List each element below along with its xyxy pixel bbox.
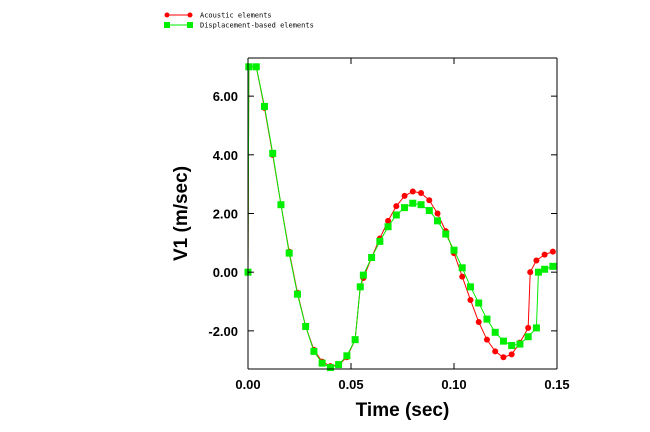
series-line xyxy=(247,66,554,369)
data-point xyxy=(483,336,490,343)
data-point xyxy=(426,197,433,204)
data-point xyxy=(393,203,400,210)
data-point xyxy=(533,257,540,264)
data-point xyxy=(549,248,556,255)
x-tick-label: 0.15 xyxy=(544,377,569,392)
legend-marker xyxy=(164,12,170,18)
data-point xyxy=(384,223,392,231)
legend-marker xyxy=(164,22,170,28)
legend-label: Displacement-based elements xyxy=(200,22,314,30)
y-axis-title: V1 (m/sec) xyxy=(171,166,192,261)
data-point xyxy=(483,315,491,323)
data-point xyxy=(409,199,417,207)
y-tick-label: 4.00 xyxy=(213,148,238,163)
y-tick-label: 2.00 xyxy=(213,207,238,222)
data-point xyxy=(516,340,524,348)
axes-layer: 0.00 0.05 0.10 0.15 -2.00 0.00 2.00 4.00 6.00 xyxy=(208,58,570,392)
data-point xyxy=(359,271,367,279)
data-point xyxy=(245,63,253,71)
data-point xyxy=(541,251,548,258)
data-point xyxy=(392,211,400,219)
data-point xyxy=(500,354,507,361)
data-point xyxy=(425,207,433,215)
series-layer xyxy=(244,63,557,372)
data-point xyxy=(356,283,364,291)
x-tick-label: 0.05 xyxy=(338,377,363,392)
legend-item: Displacement-based elements xyxy=(164,22,314,30)
data-point xyxy=(467,297,474,304)
data-point xyxy=(442,230,450,238)
data-point xyxy=(260,102,268,110)
data-point xyxy=(532,324,540,332)
data-point xyxy=(318,359,326,367)
data-point xyxy=(326,364,334,372)
data-point xyxy=(302,322,310,330)
data-point xyxy=(310,347,318,355)
data-point xyxy=(434,210,441,217)
data-point xyxy=(459,273,466,280)
data-point xyxy=(434,217,442,225)
data-point xyxy=(492,348,499,355)
data-point xyxy=(417,201,425,209)
x-axis-title: Time (sec) xyxy=(356,400,450,421)
data-point xyxy=(508,342,516,350)
series-line xyxy=(247,66,554,367)
data-point xyxy=(368,254,376,262)
data-point xyxy=(475,319,482,326)
data-point xyxy=(401,192,408,199)
series-2 xyxy=(244,63,557,372)
x-tick-label: 0.00 xyxy=(235,377,260,392)
series-1 xyxy=(245,63,556,370)
data-point xyxy=(293,290,301,298)
x-tick-label: 0.10 xyxy=(441,377,466,392)
data-point xyxy=(252,63,260,71)
data-point xyxy=(401,204,409,212)
data-point xyxy=(527,269,534,276)
data-point xyxy=(524,333,532,341)
legend: Acoustic elements Displacement-based elem… xyxy=(164,12,314,30)
data-point xyxy=(508,351,515,358)
data-point xyxy=(534,268,542,276)
y-tick-label: 6.00 xyxy=(213,89,238,104)
legend-item: Acoustic elements xyxy=(164,12,272,20)
data-point xyxy=(541,265,549,273)
data-point xyxy=(376,237,384,245)
data-point xyxy=(418,189,425,196)
data-point xyxy=(525,324,532,331)
data-point xyxy=(458,264,466,272)
data-point xyxy=(475,299,483,307)
data-point xyxy=(491,328,499,336)
data-point xyxy=(450,246,458,254)
data-point xyxy=(385,217,392,224)
data-point xyxy=(285,249,293,257)
data-point xyxy=(466,283,474,291)
data-point xyxy=(409,188,416,195)
data-point xyxy=(351,336,359,344)
data-point xyxy=(335,361,343,369)
plot-frame xyxy=(248,57,558,369)
legend-marker xyxy=(187,22,193,28)
data-point xyxy=(549,262,557,270)
legend-label: Acoustic elements xyxy=(200,12,272,20)
data-point xyxy=(269,149,277,157)
data-point xyxy=(343,352,351,360)
data-point xyxy=(277,201,285,209)
y-tick-label: 0.00 xyxy=(213,265,238,280)
legend-marker xyxy=(187,12,193,18)
y-tick-label: -2.00 xyxy=(208,324,238,339)
data-point xyxy=(499,337,507,345)
